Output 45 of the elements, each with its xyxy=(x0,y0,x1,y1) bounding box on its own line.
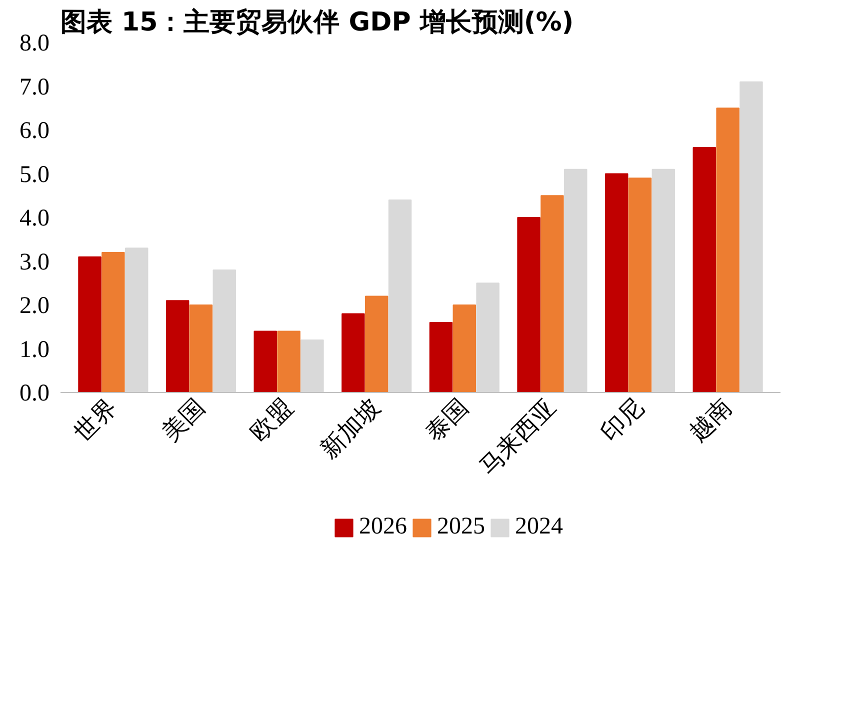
bar xyxy=(166,300,190,392)
bar xyxy=(102,252,125,392)
bar xyxy=(388,200,412,392)
bar xyxy=(740,81,763,392)
bar xyxy=(652,168,676,392)
y-tick-label: 7.0 xyxy=(20,74,50,100)
y-tick-label: 2.0 xyxy=(20,293,50,319)
bar xyxy=(78,256,102,392)
x-tick-label: 马来西亚 xyxy=(475,394,562,481)
y-tick-label: 4.0 xyxy=(20,206,50,232)
bar xyxy=(517,217,540,392)
bar xyxy=(277,330,300,392)
bar xyxy=(429,322,453,392)
bar xyxy=(254,330,277,392)
bar xyxy=(476,282,500,392)
bar xyxy=(692,147,716,392)
bar xyxy=(212,270,236,392)
bar xyxy=(124,248,148,392)
y-tick-label: 8.0 xyxy=(20,30,50,56)
bar xyxy=(716,108,740,392)
chart-title: 图表 15：主要贸易伙伴 GDP 增长预测(%) xyxy=(60,8,574,38)
y-tick-label: 6.0 xyxy=(20,118,50,144)
x-tick-label: 泰国 xyxy=(421,394,474,447)
x-tick-label: 美国 xyxy=(157,394,210,447)
x-tick-label: 印尼 xyxy=(596,394,650,447)
x-tick-label: 世界 xyxy=(70,394,122,447)
x-tick-label: 新加坡 xyxy=(316,394,386,464)
y-tick-label: 0.0 xyxy=(20,380,50,406)
bar xyxy=(452,304,476,392)
bar xyxy=(364,296,388,392)
y-tick-label: 1.0 xyxy=(20,336,50,363)
bar xyxy=(604,173,628,392)
legend-label: 2026 xyxy=(359,514,407,540)
bar xyxy=(540,195,564,392)
bar xyxy=(342,313,365,392)
legend-label: 2025 xyxy=(437,514,485,540)
y-tick-label: 3.0 xyxy=(20,249,50,276)
bar xyxy=(628,178,652,392)
bar xyxy=(189,304,213,392)
legend-label: 2024 xyxy=(515,514,563,540)
y-tick-label: 5.0 xyxy=(20,162,50,188)
bar xyxy=(564,168,588,392)
x-tick-label: 欧盟 xyxy=(246,394,298,447)
x-tick-label: 越南 xyxy=(684,394,738,447)
bar xyxy=(300,340,324,392)
